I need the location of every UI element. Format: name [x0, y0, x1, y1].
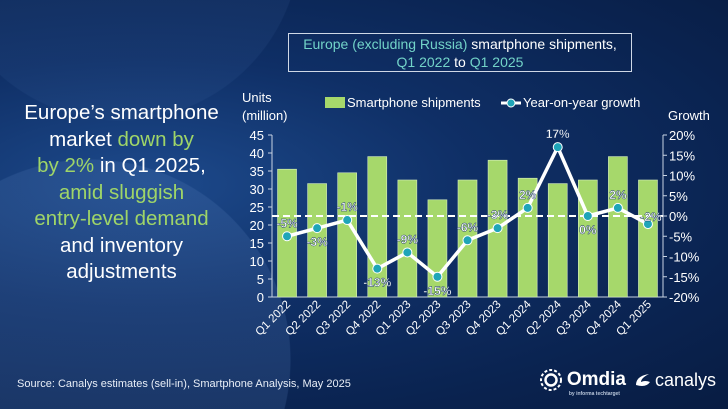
growth-data-label: -13%: [363, 276, 391, 290]
right-tick-label: 5%: [669, 189, 688, 204]
growth-marker: [432, 271, 443, 282]
bar: [608, 156, 628, 298]
highlighted-text: Q1 2025: [469, 54, 524, 70]
growth-data-label: -5%: [276, 216, 298, 230]
right-tick-label: -15%: [669, 270, 700, 285]
growth-data-label: -6%: [457, 220, 479, 234]
left-tick-label: 35: [250, 164, 264, 179]
text-segment: Europe’s smartphone: [24, 101, 219, 124]
highlighted-text: Q1 2022: [396, 54, 451, 70]
growth-marker: [522, 202, 533, 213]
legend-marker: [506, 98, 516, 108]
headline: Europe’s smartphone market down by by 2% i…: [14, 100, 229, 286]
growth-marker: [492, 223, 503, 234]
legend-label: Smartphone shipments: [347, 95, 481, 110]
growth-marker: [372, 263, 383, 274]
growth-marker: [642, 219, 653, 230]
growth-data-label: -3%: [306, 235, 328, 249]
canalys-wordmark: canalys: [654, 369, 716, 390]
right-tick-label: 0%: [669, 209, 688, 224]
highlighted-text: down by: [117, 127, 194, 151]
source-note: Source: Canalys estimates (sell-in), Sma…: [17, 378, 351, 390]
omdia-wordmark: Omdia: [566, 369, 626, 390]
growth-data-label: 17%: [546, 127, 570, 141]
growth-data-label: -15%: [423, 284, 451, 298]
bar: [638, 179, 658, 298]
growth-data-label: -1%: [337, 200, 359, 214]
text-segment: smartphone shipments,: [467, 36, 617, 52]
text-segment: market: [49, 127, 118, 151]
right-axis-title: Growth: [668, 108, 710, 123]
text-segment: to: [450, 54, 470, 70]
right-tick-label: 20%: [669, 128, 695, 143]
left-tick-label: 0: [257, 290, 264, 305]
right-tick-label: -5%: [669, 229, 693, 244]
bar: [337, 172, 357, 298]
right-tick-label: 10%: [669, 169, 695, 184]
left-tick-label: 30: [250, 182, 264, 197]
growth-data-label: -2%: [640, 210, 662, 224]
left-tick-label: 45: [250, 128, 264, 143]
highlighted-text: by 2%: [37, 154, 95, 177]
left-tick-label: 5: [257, 272, 264, 287]
left-tick-label: 25: [250, 200, 264, 215]
growth-marker: [282, 231, 293, 242]
legend-bar-swatch: [325, 97, 345, 108]
canalys-icon: [635, 374, 650, 386]
left-tick-label: 20: [250, 218, 264, 233]
growth-marker: [312, 223, 323, 234]
growth-marker: [612, 202, 623, 213]
bar: [427, 199, 448, 298]
growth-data-label: 2%: [519, 188, 537, 202]
growth-data-label: -3%: [487, 208, 509, 222]
growth-data-label: 2%: [609, 188, 627, 202]
left-tick-label: 15: [250, 236, 264, 251]
highlighted-text: Europe (excluding Russia): [303, 36, 468, 52]
growth-marker: [462, 235, 473, 246]
growth-marker: [582, 211, 593, 221]
left-tick-label: 40: [250, 146, 264, 161]
right-tick-label: 15%: [669, 148, 695, 163]
left-tick-label: 10: [250, 254, 264, 269]
text-segment: adjustments: [66, 260, 177, 283]
omdia-logo: Omdia by informa techtarget: [539, 368, 626, 397]
bar: [307, 183, 327, 298]
growth-marker: [402, 247, 413, 258]
left-axis-title: (million): [242, 108, 288, 123]
right-tick-label: -10%: [669, 250, 700, 265]
highlighted-text: entry-level demand: [34, 207, 209, 230]
right-tick-label: -20%: [669, 290, 700, 305]
omdia-subtitle: by informa techtarget: [568, 391, 620, 397]
bar: [547, 183, 568, 298]
text-segment: and inventory: [59, 233, 184, 257]
growth-marker: [342, 215, 353, 226]
highlighted-text: amid sluggish: [58, 180, 185, 204]
growth-marker: [552, 142, 563, 153]
legend-label: Year-on-year growth: [523, 95, 640, 110]
canalys-logo: canalys: [634, 370, 716, 391]
omdia-icon: [539, 369, 562, 391]
text-segment: in Q1 2025,: [94, 154, 206, 177]
left-axis-title: Units: [242, 90, 272, 105]
chart-title: Europe (excluding Russia) smartphone shi…: [288, 33, 632, 72]
logos: Omdia by informa techtarget canalys: [539, 368, 716, 397]
growth-data-label: -9%: [397, 232, 419, 246]
growth-data-label: 0%: [579, 223, 597, 237]
bar: [397, 179, 418, 298]
